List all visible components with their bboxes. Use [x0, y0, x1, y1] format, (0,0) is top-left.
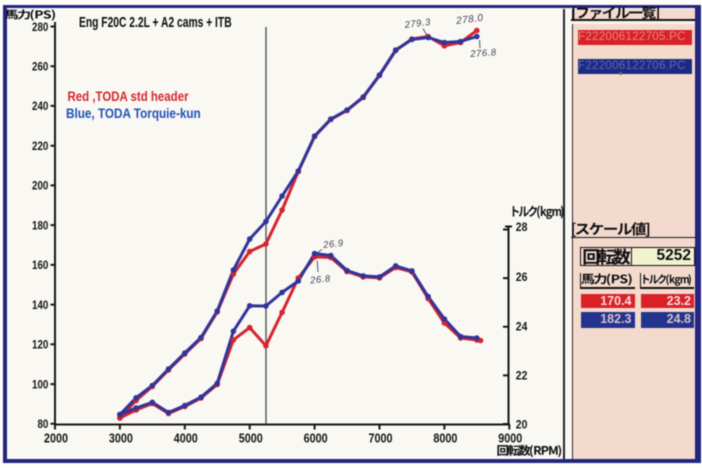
svg-text:22: 22	[516, 370, 528, 383]
svg-text:20: 20	[516, 419, 528, 432]
svg-text:200: 200	[32, 180, 48, 193]
svg-text:278.0: 278.0	[455, 13, 485, 27]
svg-text:24: 24	[516, 321, 528, 334]
svg-text:279.3: 279.3	[403, 17, 432, 31]
svg-text:26.8: 26.8	[309, 273, 332, 286]
svg-text:120: 120	[32, 339, 48, 352]
svg-text:Eng F20C 2.2L + A2 cams + ITB: Eng F20C 2.2L + A2 cams + ITB	[79, 14, 232, 30]
svg-text:280: 280	[32, 21, 48, 34]
svg-text:4000: 4000	[174, 431, 198, 446]
svg-text:220: 220	[32, 140, 48, 153]
svg-text:100: 100	[32, 379, 48, 392]
svg-text:3000: 3000	[109, 431, 133, 446]
svg-text:160: 160	[32, 260, 48, 273]
svg-text:276.8: 276.8	[469, 47, 497, 60]
svg-text:240: 240	[32, 101, 48, 114]
svg-text:8000: 8000	[433, 431, 457, 446]
svg-text:Blue, TODA Torquie-kun: Blue, TODA Torquie-kun	[66, 106, 201, 121]
svg-text:Red ,TODA std header: Red ,TODA std header	[68, 89, 189, 104]
svg-text:26: 26	[516, 271, 528, 284]
svg-text:140: 140	[32, 299, 48, 312]
svg-text:260: 260	[32, 61, 48, 74]
svg-text:5000: 5000	[239, 431, 263, 446]
svg-text:2000: 2000	[44, 431, 68, 446]
svg-text:26.9: 26.9	[322, 238, 345, 251]
svg-text:6000: 6000	[304, 431, 328, 446]
svg-text:80: 80	[37, 418, 48, 431]
svg-text:180: 180	[32, 220, 48, 233]
svg-text:7000: 7000	[369, 431, 393, 446]
svg-text:28: 28	[516, 221, 528, 234]
svg-text:9000: 9000	[498, 431, 522, 446]
